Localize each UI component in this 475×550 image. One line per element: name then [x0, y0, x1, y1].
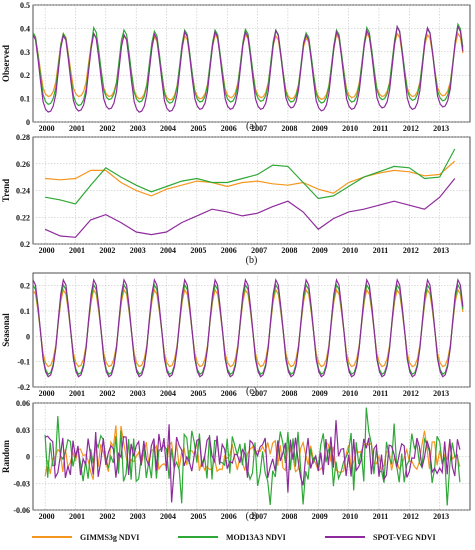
y-tick-label: -0.1	[17, 358, 30, 367]
x-tick-label: 2006	[221, 124, 237, 133]
x-tick-label: 2006	[221, 512, 237, 521]
series-line-gimms3g-ndvi	[44, 425, 461, 480]
x-tick-label: 2005	[190, 246, 206, 255]
y-tick-label: 0.24	[16, 187, 30, 196]
panel-label: (c)	[246, 386, 257, 397]
y-tick-label: 0.1	[20, 95, 30, 104]
y-tick-label: -0.06	[13, 506, 30, 515]
x-tick-label: 2012	[403, 389, 419, 398]
x-tick-label: 2002	[99, 389, 115, 398]
x-tick-label: 2013	[433, 124, 449, 133]
y-tick-label: -0.2	[17, 383, 30, 392]
y-axis-label: Random	[1, 439, 11, 473]
x-tick-label: 2003	[130, 124, 146, 133]
x-tick-label: 2002	[99, 512, 115, 521]
panel-label: (b)	[246, 255, 258, 266]
y-tick-label: 0	[26, 332, 30, 341]
x-tick-label: 2004	[160, 124, 176, 133]
y-tick-label: 0.2	[20, 240, 30, 249]
x-tick-label: 2004	[160, 512, 176, 521]
x-tick-label: 2004	[160, 246, 176, 255]
x-tick-label: 2013	[433, 246, 449, 255]
y-tick-label: 0	[26, 453, 30, 462]
x-tick-label: 2009	[312, 389, 328, 398]
x-tick-label: 2008	[281, 389, 297, 398]
y-tick-label: 0.3	[20, 48, 30, 57]
x-tick-label: 2001	[69, 389, 85, 398]
legend-label: GIMMS3g NDVI	[80, 533, 139, 542]
x-tick-label: 2008	[281, 246, 297, 255]
y-tick-label: 0.22	[16, 213, 30, 222]
x-tick-label: 2001	[69, 246, 85, 255]
series-line-gimms3g-ndvi	[45, 160, 456, 197]
x-tick-label: 2002	[99, 124, 115, 133]
x-tick-label: 2010	[342, 389, 358, 398]
x-tick-label: 2012	[403, 246, 419, 255]
legend-label: MOD13A3 NDVI	[226, 533, 286, 542]
panel-label: (d)	[246, 511, 258, 522]
series-line-spot-veg-ndvi	[44, 420, 461, 503]
x-tick-label: 2005	[190, 124, 206, 133]
x-tick-label: 2011	[373, 246, 389, 255]
x-tick-label: 2003	[130, 512, 146, 521]
series-line-spot-veg-ndvi	[33, 24, 464, 113]
y-axis-label: Trend	[1, 179, 11, 202]
x-tick-label: 2000	[39, 246, 55, 255]
y-tick-label: 0	[26, 118, 30, 127]
y-tick-label: 0.06	[16, 399, 30, 408]
x-tick-label: 2001	[69, 512, 85, 521]
x-tick-label: 2011	[373, 124, 389, 133]
x-tick-label: 2005	[190, 389, 206, 398]
x-tick-label: 2010	[342, 246, 358, 255]
x-tick-label: 2002	[99, 246, 115, 255]
x-tick-label: 2007	[251, 124, 267, 133]
y-axis-label: Seasonal	[1, 313, 11, 347]
x-tick-label: 2012	[403, 512, 419, 521]
y-tick-label: 0.28	[16, 133, 30, 142]
series-line-mod13a3-ndvi	[44, 148, 456, 205]
x-tick-label: 2000	[39, 389, 55, 398]
x-tick-label: 2009	[312, 124, 328, 133]
panel-label: (a)	[246, 121, 257, 132]
y-tick-label: -0.03	[13, 479, 30, 488]
x-tick-label: 2000	[39, 124, 55, 133]
x-tick-label: 2009	[312, 512, 328, 521]
y-tick-label: 0.26	[16, 160, 30, 169]
series-line-mod13a3-ndvi	[33, 22, 464, 107]
x-tick-label: 2000	[39, 512, 55, 521]
panel-frame	[32, 136, 471, 245]
x-tick-label: 2007	[251, 389, 267, 398]
x-tick-label: 2008	[281, 512, 297, 521]
x-tick-label: 2003	[130, 246, 146, 255]
x-tick-label: 2007	[251, 512, 267, 521]
x-tick-label: 2005	[190, 512, 206, 521]
x-tick-label: 2010	[342, 512, 358, 521]
x-tick-label: 2011	[373, 512, 389, 521]
y-tick-label: 0.03	[16, 426, 30, 435]
legend-label: SPOT-VEG NDVI	[373, 533, 436, 542]
y-tick-label: 0.2	[20, 282, 30, 291]
x-tick-label: 2008	[281, 124, 297, 133]
x-tick-label: 2010	[342, 124, 358, 133]
y-tick-label: 0.1	[20, 307, 30, 316]
x-tick-label: 2012	[403, 124, 419, 133]
y-tick-label: 0.2	[20, 71, 30, 80]
x-tick-label: 2006	[221, 389, 237, 398]
x-tick-label: 2001	[69, 124, 85, 133]
x-tick-label: 2003	[130, 389, 146, 398]
y-tick-label: 0.4	[20, 24, 30, 33]
series-line-spot-veg-ndvi	[33, 277, 464, 378]
x-tick-label: 2013	[433, 512, 449, 521]
x-tick-label: 2006	[221, 246, 237, 255]
x-tick-label: 2007	[251, 246, 267, 255]
x-tick-label: 2009	[312, 246, 328, 255]
series-line-spot-veg-ndvi	[44, 178, 456, 238]
y-tick-label: 0.5	[20, 1, 30, 10]
x-tick-label: 2004	[160, 389, 176, 398]
y-axis-label: Observed	[1, 45, 11, 82]
x-tick-label: 2013	[433, 389, 449, 398]
x-tick-label: 2011	[373, 389, 389, 398]
